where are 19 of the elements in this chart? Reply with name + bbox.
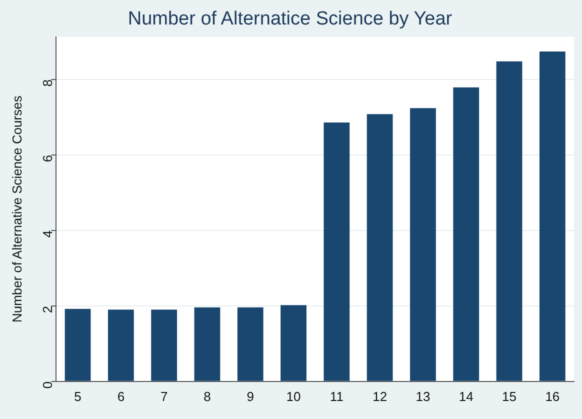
x-tick-label: 5 (74, 388, 82, 404)
x-tick-label: 7 (160, 388, 168, 404)
x-tick-label: 16 (545, 388, 560, 404)
x-tick-label: 14 (458, 388, 474, 404)
y-tick-label: 6 (40, 154, 55, 162)
x-tick-label: 11 (330, 388, 344, 404)
y-axis-title: Number of Alternative Science Courses (9, 95, 24, 323)
x-tick-label: 10 (286, 388, 301, 404)
y-tick-label: 2 (40, 306, 55, 314)
y-tick-label: 4 (40, 230, 55, 238)
x-tick-label: 6 (117, 388, 125, 404)
x-tick-label: 13 (416, 388, 430, 404)
x-tick-label: 8 (204, 388, 211, 404)
x-tick-label: 9 (246, 388, 254, 404)
x-tick-label: 15 (502, 388, 517, 404)
x-tick-label: 12 (372, 388, 388, 404)
chart-title: Number of Alternatice Science by Year (128, 8, 453, 30)
y-tick-label: 8 (40, 79, 55, 87)
y-tick-label: 0 (40, 381, 55, 389)
